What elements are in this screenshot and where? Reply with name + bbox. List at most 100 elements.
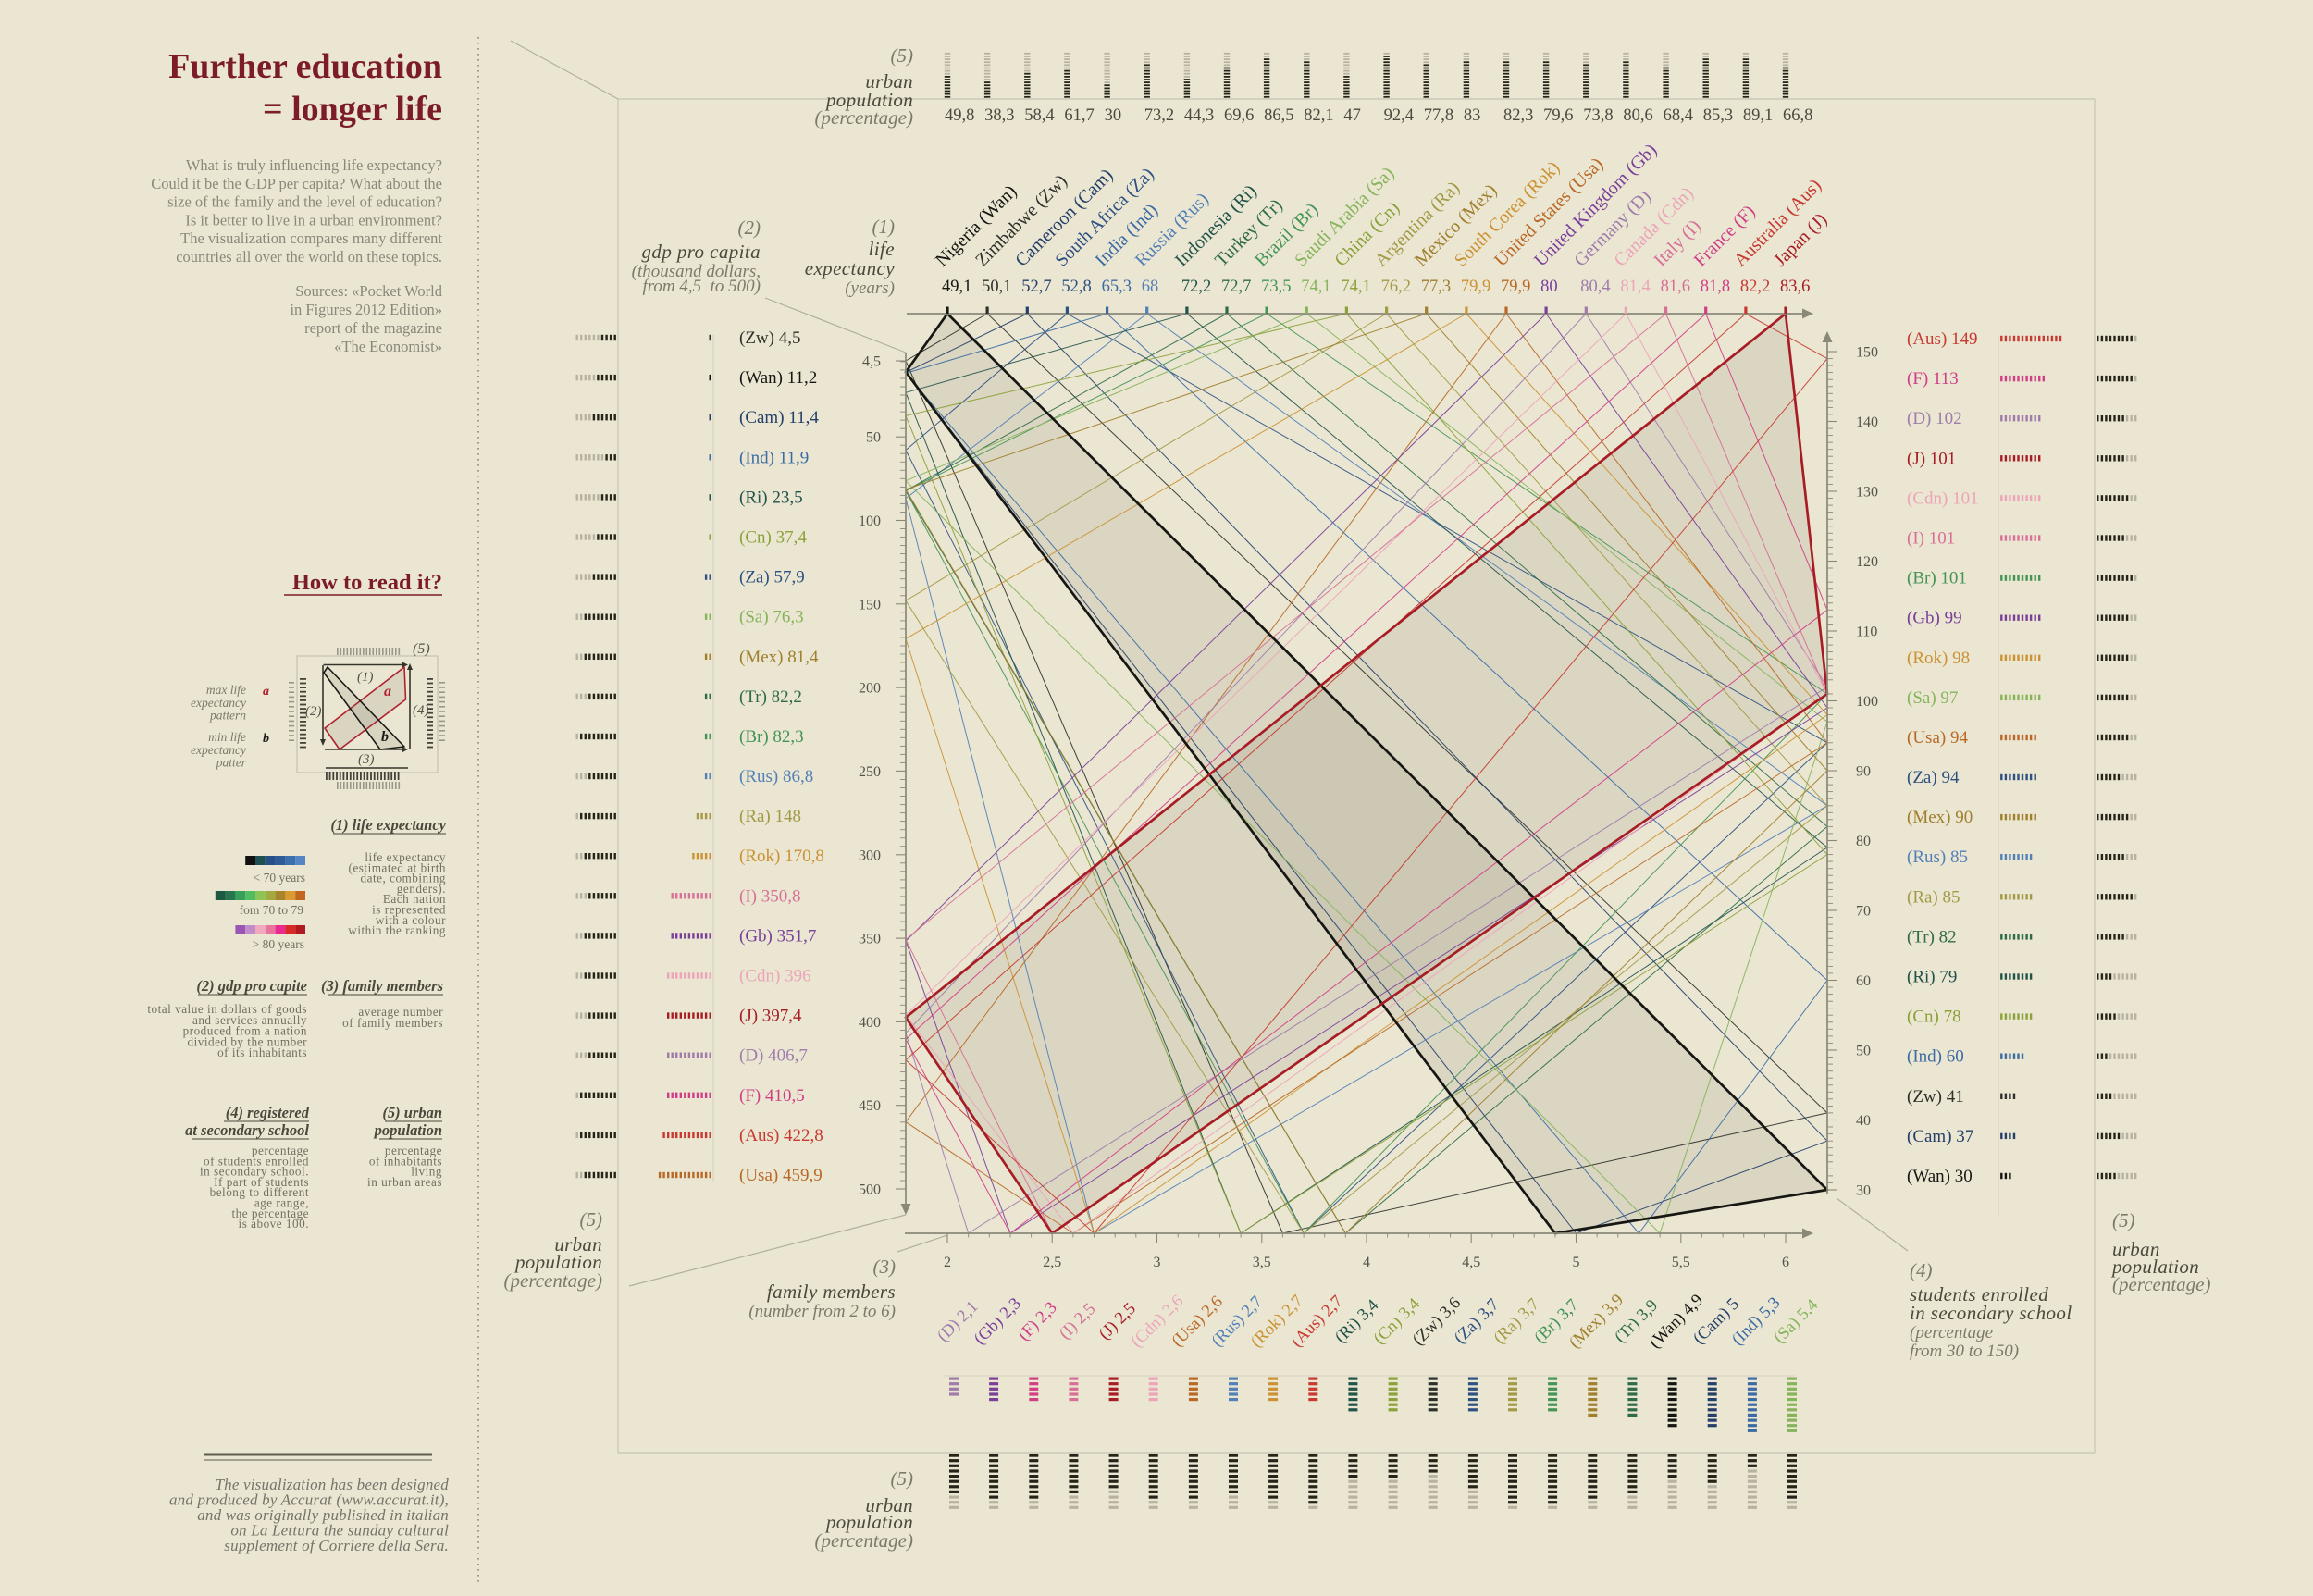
- svg-text:percentage: percentage: [385, 1144, 442, 1157]
- svg-text:(F) 410,5: (F) 410,5: [739, 1086, 805, 1106]
- svg-text:73,2: 73,2: [1144, 106, 1174, 125]
- svg-text:(Sa) 76,3: (Sa) 76,3: [739, 608, 804, 627]
- svg-text:61,7: 61,7: [1064, 106, 1094, 125]
- svg-text:Further education: Further education: [168, 47, 442, 86]
- svg-text:4,5: 4,5: [862, 354, 881, 370]
- svg-text:(Br) 82,3: (Br) 82,3: [739, 727, 804, 747]
- svg-text:supplement of Corriere della S: supplement of Corriere della Sera.: [224, 1537, 449, 1554]
- svg-text:(2): (2): [305, 704, 322, 719]
- svg-text:family members: family members: [767, 1281, 896, 1303]
- svg-text:82,2: 82,2: [1740, 278, 1770, 296]
- svg-text:< 70 years: < 70 years: [254, 871, 305, 885]
- svg-text:(5): (5): [891, 1467, 914, 1490]
- svg-text:68: 68: [1142, 278, 1159, 296]
- svg-text:Could it be the GDP per capita: Could it be the GDP per capita? What abo…: [151, 175, 442, 192]
- svg-text:(Cam) 11,4: (Cam) 11,4: [739, 408, 819, 427]
- svg-text:82,3: 82,3: [1503, 106, 1533, 125]
- svg-text:patter: patter: [216, 756, 247, 770]
- svg-text:fom 70 to 79: fom 70 to 79: [240, 903, 304, 917]
- svg-text:of students enrolled: of students enrolled: [204, 1154, 309, 1168]
- svg-text:of its inhabitants: of its inhabitants: [217, 1045, 307, 1059]
- svg-text:in secondary school: in secondary school: [1910, 1302, 2072, 1324]
- svg-text:80: 80: [1540, 278, 1558, 296]
- svg-text:(Usa) 94: (Usa) 94: [1907, 728, 1968, 748]
- svg-text:(4): (4): [1910, 1259, 1933, 1281]
- svg-text:(percentage): (percentage): [504, 1269, 603, 1292]
- svg-text:5: 5: [1573, 1255, 1580, 1270]
- svg-text:77,8: 77,8: [1424, 106, 1453, 125]
- svg-text:120: 120: [1856, 554, 1878, 570]
- svg-text:What is truly influencing life: What is truly influencing life expectanc…: [186, 156, 442, 174]
- svg-text:total value in dollars of good: total value in dollars of goods: [147, 1002, 307, 1016]
- svg-text:and produced by Accurat (www.a: and produced by Accurat (www.accurat.it)…: [169, 1491, 449, 1509]
- svg-text:b: b: [263, 732, 269, 746]
- svg-text:belong to different: belong to different: [210, 1185, 309, 1199]
- svg-text:(Zw) 4,5: (Zw) 4,5: [739, 328, 800, 348]
- svg-text:6: 6: [1782, 1255, 1789, 1270]
- svg-text:(I) 350,8: (I) 350,8: [739, 886, 800, 906]
- svg-text:(percentage: (percentage: [1910, 1323, 1993, 1342]
- svg-text:and services annually: and services annually: [192, 1013, 307, 1027]
- svg-text:(Ra) 85: (Ra) 85: [1907, 887, 1960, 907]
- svg-text:(2): (2): [738, 217, 761, 239]
- svg-text:70: 70: [1856, 904, 1871, 920]
- svg-text:300: 300: [859, 847, 881, 863]
- svg-text:countries all over the world o: countries all over the world on these to…: [176, 248, 442, 266]
- svg-text:(Rus) 85: (Rus) 85: [1907, 847, 1968, 867]
- svg-text:72,2: 72,2: [1181, 278, 1211, 296]
- svg-text:85,3: 85,3: [1703, 106, 1733, 125]
- svg-text:(Gb) 351,7: (Gb) 351,7: [739, 926, 816, 946]
- svg-text:of inhabitants: of inhabitants: [369, 1154, 442, 1168]
- svg-text:50: 50: [866, 430, 881, 446]
- svg-text:is represented: is represented: [372, 903, 446, 917]
- svg-text:size of the family and the lev: size of the family and the level of educ…: [167, 193, 442, 211]
- svg-text:> 80 years: > 80 years: [253, 937, 304, 951]
- svg-text:400: 400: [859, 1015, 881, 1031]
- svg-text:150: 150: [1856, 345, 1878, 361]
- svg-text:Sources: «Pocket World: Sources: «Pocket World: [295, 282, 443, 300]
- svg-text:76,2: 76,2: [1381, 278, 1411, 296]
- svg-text:expectancy: expectancy: [805, 257, 896, 279]
- svg-text:130: 130: [1856, 485, 1878, 501]
- svg-text:population: population: [2110, 1256, 2199, 1278]
- svg-text:100: 100: [1856, 694, 1878, 710]
- svg-text:a: a: [263, 685, 269, 699]
- svg-text:68,4: 68,4: [1664, 106, 1693, 125]
- svg-text:divided by the number: divided by the number: [187, 1034, 307, 1048]
- svg-text:(Cdn) 396: (Cdn) 396: [739, 967, 811, 986]
- svg-text:percentage: percentage: [252, 1144, 309, 1157]
- svg-text:500: 500: [859, 1182, 881, 1198]
- svg-text:77,3: 77,3: [1421, 278, 1451, 296]
- svg-text:pattern: pattern: [209, 709, 246, 723]
- svg-text:73,5: 73,5: [1261, 278, 1291, 296]
- svg-text:58,4: 58,4: [1024, 106, 1054, 125]
- svg-text:urban: urban: [865, 1494, 913, 1516]
- svg-text:population: population: [373, 1121, 442, 1139]
- svg-text:50: 50: [1856, 1044, 1871, 1059]
- svg-text:is above 100.: is above 100.: [239, 1217, 309, 1231]
- svg-text:expectancy: expectancy: [191, 743, 246, 757]
- svg-text:population: population: [824, 89, 913, 111]
- svg-text:30: 30: [1856, 1183, 1871, 1199]
- svg-text:(Tr) 82,2: (Tr) 82,2: [739, 687, 802, 707]
- svg-text:40: 40: [1856, 1113, 1871, 1129]
- svg-text:(Usa) 459,9: (Usa) 459,9: [739, 1166, 823, 1185]
- svg-text:2: 2: [944, 1255, 951, 1270]
- svg-text:(percentage): (percentage): [815, 106, 914, 129]
- svg-text:in Figures 2012 Edition»: in Figures 2012 Edition»: [290, 301, 442, 318]
- svg-text:60: 60: [1856, 973, 1871, 989]
- svg-text:and was originally published i: and was originally published in italian: [197, 1506, 449, 1524]
- svg-text:(Mex) 90: (Mex) 90: [1907, 808, 1973, 827]
- svg-text:4: 4: [1363, 1255, 1370, 1270]
- svg-text:73,8: 73,8: [1583, 106, 1613, 125]
- svg-text:from 4,5 to 500): from 4,5 to 500): [642, 277, 761, 296]
- svg-text:49,1: 49,1: [942, 278, 971, 296]
- svg-text:gdp pro capita: gdp pro capita: [642, 241, 761, 263]
- svg-text:(J) 397,4: (J) 397,4: [739, 1007, 802, 1026]
- svg-text:(Ri) 23,5: (Ri) 23,5: [739, 488, 803, 507]
- svg-text:(Ind) 11,9: (Ind) 11,9: [739, 448, 809, 467]
- svg-text:(estimated at birth: (estimated at birth: [349, 860, 446, 874]
- svg-text:49,8: 49,8: [945, 106, 974, 125]
- svg-text:80: 80: [1856, 834, 1871, 849]
- svg-text:(D) 406,7: (D) 406,7: [739, 1046, 808, 1066]
